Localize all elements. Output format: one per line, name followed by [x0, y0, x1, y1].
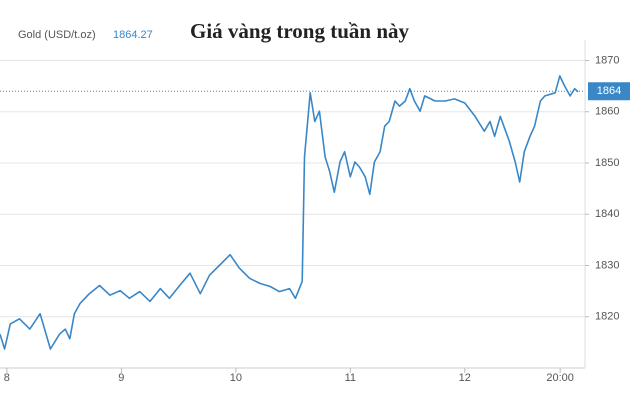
last-value: 1864.27: [113, 29, 153, 41]
chart-title: Giá vàng trong tuần này: [190, 19, 409, 43]
price-line: [0, 75, 579, 350]
y-tick-label: 1870: [595, 54, 619, 66]
x-tick-label: 8: [4, 372, 10, 384]
y-tick-label: 1860: [595, 106, 619, 118]
y-tick-label: 1840: [595, 208, 619, 220]
x-tick-label: 12: [459, 372, 471, 384]
y-tick-label: 1820: [595, 311, 619, 323]
x-tick-label: 10: [230, 372, 242, 384]
price-tag: 1864: [597, 85, 621, 97]
y-tick-label: 1850: [595, 157, 619, 169]
x-tick-label: 9: [118, 372, 124, 384]
x-tick-label: 20:00: [546, 372, 574, 384]
series-label: Gold (USD/t.oz): [18, 29, 96, 41]
y-tick-label: 1830: [595, 259, 619, 271]
price-tag-box: [588, 82, 630, 101]
x-tick-label: 11: [345, 372, 356, 384]
